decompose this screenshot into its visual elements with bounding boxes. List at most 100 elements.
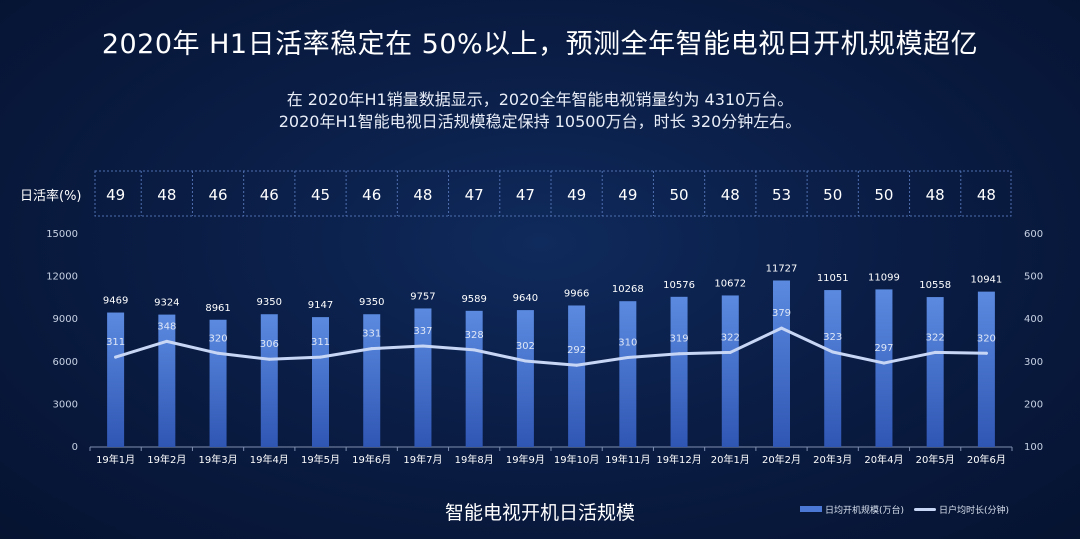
bar-value-label: 9324	[154, 298, 179, 309]
y-right-tick-label: 400	[1024, 314, 1043, 325]
bar-value-label: 9147	[308, 300, 333, 311]
x-tick-label: 20年3月	[813, 453, 852, 466]
x-tick-label: 19年12月	[656, 453, 701, 466]
x-tick-label: 20年2月	[762, 453, 801, 466]
x-tick-label: 19年7月	[403, 453, 442, 466]
legend-bar-swatch	[800, 506, 822, 512]
legend-line-label: 日户均时长(分钟)	[939, 505, 1010, 516]
duration-point	[780, 326, 783, 330]
y-left-tick-label: 0	[72, 442, 78, 453]
x-tick-label: 20年4月	[864, 453, 903, 466]
line-value-label: 328	[465, 330, 484, 341]
x-tick-label: 19年8月	[455, 453, 494, 466]
chart-legend: 日均开机规模(万台) 日户均时长(分钟)	[800, 502, 1019, 516]
legend-line-swatch	[914, 507, 937, 511]
x-tick-label: 19年4月	[250, 453, 289, 466]
rate-value: 47	[516, 186, 535, 204]
subtitle-line-1: 在 2020年H1销量数据显示，2020全年智能电视销量约为 4310万台。	[286, 90, 794, 109]
x-tick-label: 20年5月	[916, 453, 955, 466]
bar-value-label: 9757	[410, 291, 435, 302]
line-value-label: 322	[721, 332, 740, 343]
bar	[926, 297, 944, 447]
line-value-label: 320	[209, 333, 228, 344]
line-value-label: 311	[106, 337, 125, 348]
legend-item-line: 日户均时长(分钟)	[914, 503, 1009, 516]
x-tick-label: 19年1月	[96, 453, 135, 466]
x-tick-label: 19年10月	[554, 453, 599, 466]
bar-value-label: 10576	[663, 280, 695, 291]
bar	[107, 312, 125, 447]
bar-value-label: 10941	[970, 275, 1002, 286]
x-tick-label: 19年5月	[301, 453, 340, 466]
line-value-label: 311	[311, 337, 330, 348]
bar-value-label: 10672	[714, 278, 746, 289]
page-title: 2020年 H1日活率稳定在 50%以上，预测全年智能电视日开机规模超亿	[101, 29, 979, 60]
rate-value: 50	[823, 186, 842, 204]
rate-value: 46	[209, 186, 228, 204]
rate-value: 50	[874, 186, 893, 204]
bar	[773, 280, 790, 447]
bar	[619, 301, 637, 447]
bar-value-label: 9589	[461, 294, 486, 305]
rate-value: 48	[926, 186, 945, 204]
duration-point	[216, 351, 220, 355]
line-value-label: 379	[772, 308, 791, 319]
rate-value: 48	[721, 186, 740, 204]
rate-value: 53	[772, 186, 791, 204]
y-right-tick-label: 300	[1024, 357, 1043, 368]
bar-value-label: 9350	[257, 297, 282, 308]
rate-value: 49	[567, 186, 586, 204]
line-value-label: 320	[977, 333, 996, 344]
line-value-label: 331	[362, 329, 381, 340]
bar	[977, 291, 995, 447]
line-value-label: 319	[670, 334, 689, 345]
rate-value: 46	[260, 186, 279, 204]
bar	[465, 310, 483, 447]
y-left-tick-label: 9000	[53, 314, 78, 325]
x-tick-label: 20年6月	[967, 453, 1006, 466]
duration-point	[114, 355, 118, 359]
duration-point	[370, 347, 374, 351]
duration-point	[677, 352, 681, 356]
bar-value-label: 11051	[817, 273, 849, 284]
duration-point	[728, 350, 732, 354]
bar	[414, 308, 432, 447]
bar	[158, 314, 176, 447]
y-right-tick-label: 100	[1024, 442, 1043, 453]
y-left-tick-label: 12000	[46, 272, 78, 283]
rate-value: 48	[413, 186, 432, 204]
duration-point	[421, 344, 425, 348]
bar	[721, 295, 739, 447]
duration-point	[267, 357, 271, 361]
rate-value: 48	[977, 186, 996, 204]
bar	[260, 314, 278, 447]
line-value-label: 292	[567, 345, 586, 356]
line-value-label: 302	[516, 341, 535, 352]
legend-item-bar: 日均开机规模(万台)	[800, 503, 904, 516]
line-value-label: 323	[823, 332, 842, 343]
duration-point	[933, 350, 937, 354]
bar	[670, 296, 688, 447]
bar	[516, 310, 534, 447]
duration-point	[882, 361, 886, 365]
bar-value-label: 11099	[868, 272, 900, 283]
duration-point	[472, 348, 476, 352]
rate-value: 45	[311, 186, 330, 204]
y-left-tick-label: 6000	[53, 357, 78, 368]
bar-value-label: 9469	[103, 296, 128, 307]
x-tick-label: 19年6月	[352, 453, 391, 466]
subtitle-line-2: 2020年H1智能电视日活规模稳定保持 10500万台，时长 320分钟左右。	[278, 112, 802, 131]
duration-point	[626, 356, 630, 360]
x-tick-label: 19年3月	[199, 453, 238, 466]
line-value-label: 348	[157, 321, 176, 332]
duration-line	[114, 326, 988, 367]
y-right-tick-label: 600	[1024, 229, 1043, 240]
bar-value-label: 10268	[612, 284, 644, 295]
line-value-label: 322	[926, 332, 945, 343]
duration-point	[165, 339, 169, 343]
bar	[568, 305, 586, 447]
chart-title: 智能电视开机日活规模	[444, 502, 635, 524]
bar	[824, 290, 842, 447]
line-value-label: 306	[260, 339, 279, 350]
